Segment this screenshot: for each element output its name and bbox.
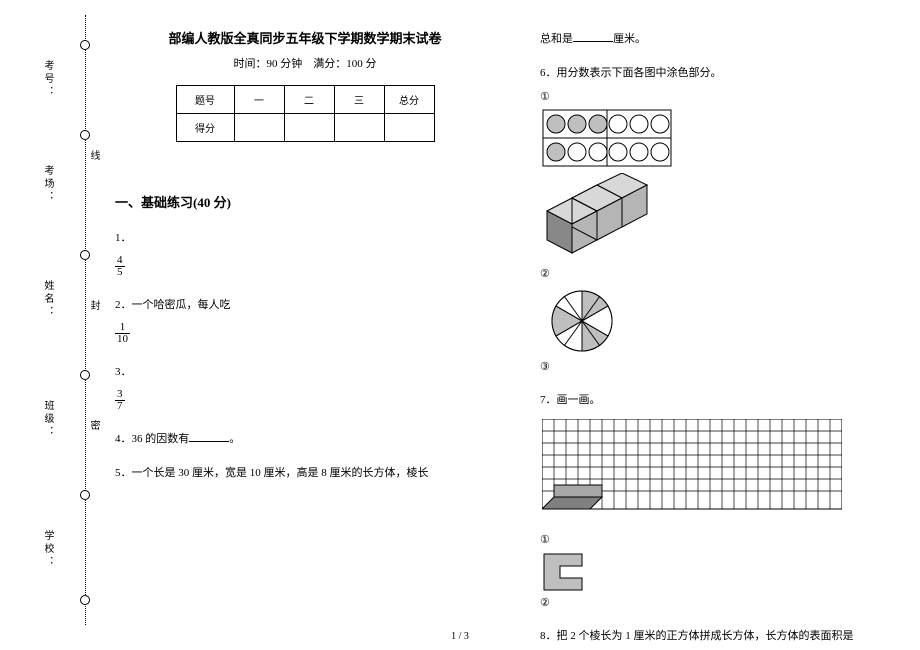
q7-label1: ① <box>540 534 550 546</box>
binding-ring <box>80 370 90 380</box>
q7-label2: ② <box>540 597 550 609</box>
th: 一 <box>234 86 284 114</box>
th: 二 <box>284 86 334 114</box>
fraction: 45 <box>115 255 125 278</box>
q-num: 7． <box>540 394 557 406</box>
td <box>384 114 434 142</box>
side-label-class: 班级： <box>40 400 55 439</box>
q-text: 一个长是 30 厘米，宽是 10 厘米，高是 8 厘米的长方体，棱长 <box>132 467 429 479</box>
blank[interactable] <box>189 430 229 442</box>
q7-shape2 <box>542 552 592 592</box>
blank[interactable] <box>573 30 613 42</box>
section-heading: 一、基础练习(40 分) <box>115 192 495 211</box>
exam-title: 部编人教版全真同步五年级下学期数学期末试卷 <box>115 28 495 47</box>
binding-ring <box>80 595 90 605</box>
q3: 3． 37 <box>115 363 495 412</box>
score-table: 题号 一 二 三 总分 得分 <box>176 85 435 142</box>
side-label-room: 考场： <box>40 165 55 204</box>
q-num: 4． <box>115 433 132 445</box>
binding-ring <box>80 250 90 260</box>
q6-fig2-cubes <box>542 173 672 263</box>
q6: 6．用分数表示下面各图中涂色部分。 ① <box>540 64 920 373</box>
seal-mi: 密 <box>86 420 101 433</box>
q7-grid <box>542 419 842 529</box>
td <box>284 114 334 142</box>
fraction: 110 <box>115 322 130 345</box>
side-label-name: 姓名： <box>40 280 55 319</box>
seal-xian: 线 <box>86 150 101 163</box>
q-text: 总和是 <box>540 33 573 45</box>
td <box>334 114 384 142</box>
q5: 5．一个长是 30 厘米，宽是 10 厘米，高是 8 厘米的长方体，棱长 <box>115 464 495 480</box>
td-label: 得分 <box>176 114 234 142</box>
q-text: 36 的因数有 <box>132 433 190 445</box>
th: 题号 <box>176 86 234 114</box>
fraction: 37 <box>115 389 125 412</box>
q-tail: 。 <box>229 433 240 445</box>
binding-ring <box>80 40 90 50</box>
th: 总分 <box>384 86 434 114</box>
td <box>234 114 284 142</box>
side-label-school: 学校： <box>40 530 55 569</box>
q1: 1． 45 <box>115 229 495 278</box>
exam-subtitle: 时间：90 分钟 满分：100 分 <box>115 55 495 71</box>
q-text: 画一画。 <box>557 394 601 406</box>
q7: 7．画一画。 ① ② <box>540 391 920 609</box>
q-num: 6． <box>540 67 557 79</box>
page-footer: 1 / 3 <box>0 631 920 642</box>
q2: 2．一个哈密瓜，每人吃 110 <box>115 296 495 345</box>
q4: 4．36 的因数有 。 <box>115 430 495 446</box>
q-text: 一个哈密瓜，每人吃 <box>132 299 231 311</box>
side-label-examno: 考号： <box>40 60 55 99</box>
q6-label1: ① <box>540 91 550 103</box>
binding-dotline <box>85 15 86 625</box>
seal-feng: 封 <box>86 300 101 313</box>
q6-fig3-pie <box>542 286 622 356</box>
q-text: 厘米。 <box>613 33 646 45</box>
q-num: 5． <box>115 467 132 479</box>
q-num: 1． <box>115 232 132 244</box>
binding-ring <box>80 490 90 500</box>
q6-label2: ② <box>540 268 550 280</box>
q-num: 2． <box>115 299 132 311</box>
q-text: 用分数表示下面各图中涂色部分。 <box>557 67 722 79</box>
q-num: 3． <box>115 366 132 378</box>
binding-ring <box>80 130 90 140</box>
th: 三 <box>334 86 384 114</box>
q6-fig1-circles <box>542 109 672 167</box>
q6-label3: ③ <box>540 361 550 373</box>
q5b: 总和是 厘米。 <box>540 30 920 46</box>
